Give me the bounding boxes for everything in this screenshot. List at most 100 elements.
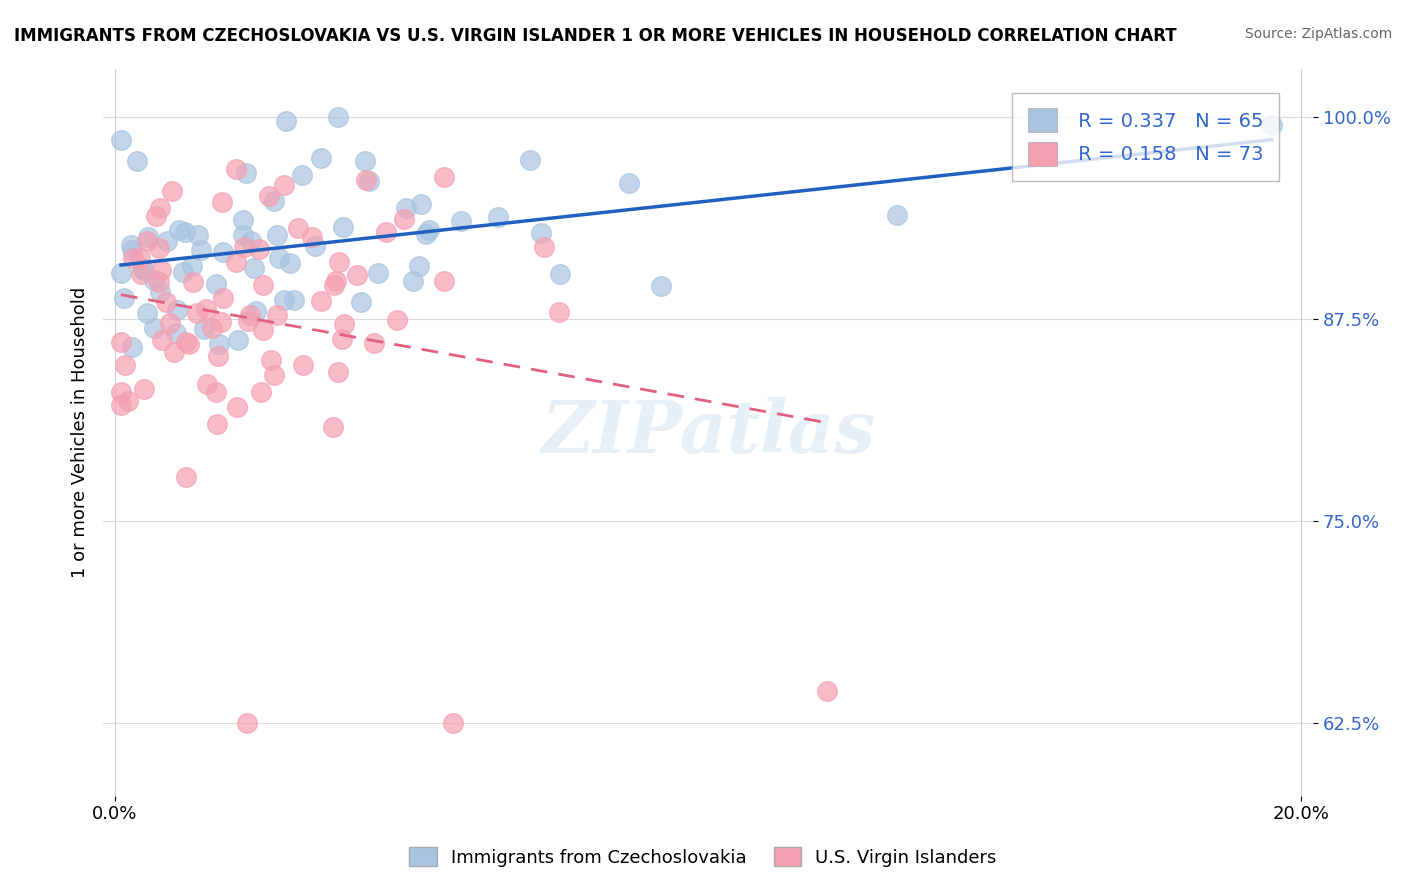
Point (195, 377, 218, 392)
Point (160, 184, 183, 198)
Point (267, 251, 290, 265)
Point (650, 279, 672, 293)
Point (402, 274, 425, 288)
Point (225, 162, 247, 177)
Point (129, 251, 152, 265)
Point (186, 306, 208, 320)
Point (167, 223, 190, 237)
Point (322, 419, 344, 434)
Point (519, 153, 541, 168)
Point (533, 240, 555, 254)
Point (385, 313, 408, 327)
Point (328, 254, 350, 268)
Point (486, 210, 509, 224)
Point (129, 267, 152, 281)
Point (155, 234, 177, 248)
Point (205, 277, 228, 291)
Point (201, 320, 224, 334)
Point (375, 225, 398, 239)
Point (225, 255, 247, 269)
Point (235, 716, 257, 731)
Point (346, 268, 368, 282)
Point (250, 384, 273, 399)
Point (233, 240, 256, 254)
Point (110, 384, 132, 399)
Point (226, 400, 249, 414)
Point (209, 315, 232, 329)
Point (450, 213, 472, 227)
Point (110, 133, 132, 147)
Point (392, 212, 415, 227)
Point (122, 251, 145, 265)
Point (245, 304, 267, 318)
Point (326, 365, 349, 379)
Point (304, 239, 326, 253)
Point (354, 172, 377, 186)
Point (276, 114, 298, 128)
Point (252, 278, 274, 293)
Point (159, 316, 181, 330)
Point (134, 262, 156, 277)
Point (252, 323, 274, 337)
Point (112, 291, 135, 305)
Point (195, 301, 218, 316)
Point (143, 320, 166, 334)
Point (408, 260, 430, 274)
Point (117, 394, 139, 409)
Point (257, 188, 280, 202)
Point (232, 212, 254, 227)
Point (283, 293, 305, 307)
Point (415, 227, 437, 242)
Point (172, 265, 194, 279)
Point (174, 225, 197, 239)
Point (530, 226, 553, 240)
Point (418, 223, 440, 237)
Point (212, 291, 235, 305)
Text: IMMIGRANTS FROM CZECHOSLOVAKIA VS U.S. VIRGIN ISLANDER 1 OR MORE VEHICLES IN HOU: IMMIGRANTS FROM CZECHOSLOVAKIA VS U.S. V… (14, 27, 1177, 45)
Point (325, 274, 347, 288)
Point (815, 683, 838, 698)
Point (134, 383, 156, 397)
Point (236, 314, 259, 328)
Point (273, 178, 295, 193)
Point (395, 201, 418, 215)
Point (174, 335, 197, 350)
Point (548, 268, 571, 282)
Point (332, 219, 354, 234)
Point (266, 309, 288, 323)
Point (120, 238, 142, 252)
Point (263, 368, 285, 382)
Point (136, 234, 159, 248)
Point (617, 177, 640, 191)
Point (292, 359, 315, 373)
Point (114, 358, 136, 372)
Point (150, 333, 173, 347)
Point (547, 304, 569, 318)
Point (204, 385, 226, 400)
Point (193, 322, 215, 336)
Point (205, 417, 228, 432)
Point (181, 259, 204, 273)
Point (207, 350, 229, 364)
Point (131, 261, 153, 276)
Point (291, 168, 314, 182)
Point (263, 194, 285, 209)
Point (240, 234, 263, 248)
Point (326, 110, 349, 124)
Point (110, 334, 132, 349)
Point (287, 221, 309, 235)
Point (322, 277, 344, 292)
Point (354, 154, 377, 169)
Point (125, 154, 148, 169)
Point (190, 243, 212, 257)
Point (433, 274, 456, 288)
Point (411, 196, 433, 211)
Point (165, 326, 187, 340)
Point (148, 275, 170, 289)
Point (260, 352, 283, 367)
Point (433, 169, 456, 184)
Point (149, 201, 172, 215)
Point (121, 340, 143, 354)
Point (163, 345, 186, 359)
Point (179, 336, 201, 351)
